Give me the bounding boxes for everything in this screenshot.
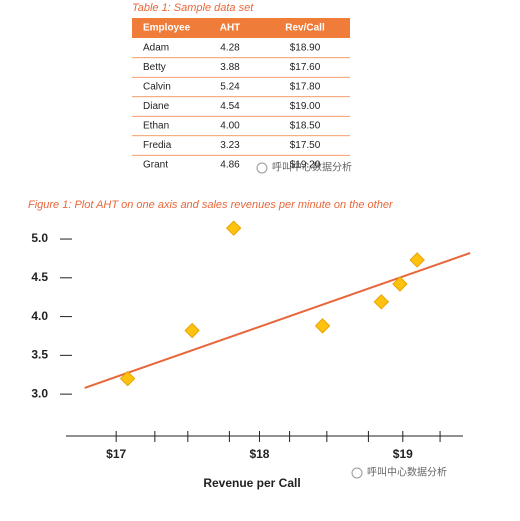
x-axis-label: Revenue per Call [203,476,300,490]
figure-caption: Figure 1: Plot AHT on one axis and sales… [28,199,394,211]
table-cell: $19.00 [290,101,321,112]
point [225,220,242,236]
y-tick-label: 4.0 [31,309,48,323]
table-caption: Table 1: Sample data set [132,2,254,14]
table-cell: $17.80 [290,82,321,93]
table-cell: $18.90 [290,43,321,54]
trendline [84,252,471,389]
table-header-cell: Employee [143,23,191,34]
table-cell: Diane [143,101,170,112]
watermark: 呼叫中心数据分析 [272,161,352,174]
x-tick-label: $19 [393,447,413,461]
table-cell: 3.88 [220,62,240,73]
point [184,322,200,339]
table-cell: Calvin [143,82,171,93]
x-tick-label: $17 [106,447,126,461]
y-tick-label: 3.5 [31,348,48,362]
table-cell: Grant [143,160,168,171]
table-cell: 4.28 [220,43,240,54]
y-tick-label: 4.5 [31,270,48,284]
point [314,318,331,334]
table-header-bg [132,18,350,38]
table-header-cell: Rev/Call [285,23,325,34]
table-cell: $17.50 [290,140,321,151]
table-cell: Adam [143,43,169,54]
table-cell: Fredia [143,140,172,151]
point [119,370,136,387]
y-tick-label: 5.0 [31,231,48,245]
table-cell: Ethan [143,121,169,132]
table-cell: 3.23 [220,140,240,151]
point [373,294,390,310]
table-cell: 4.54 [220,101,240,112]
table-header-cell: AHT [220,23,241,34]
x-tick-label: $18 [249,447,269,461]
table-cell: $17.60 [290,62,321,73]
table-cell: 4.00 [220,121,240,132]
table-cell: $19.20 [290,160,321,171]
watermark-icon [256,162,363,479]
table-cell: 4.86 [220,160,240,171]
y-tick-label: 3.0 [31,386,48,400]
watermark: 呼叫中心数据分析 [367,466,447,479]
table-cell: Betty [143,62,166,73]
point [409,252,425,268]
point [392,276,408,292]
table-cell: 5.24 [220,82,240,93]
table-cell: $18.50 [290,121,321,132]
